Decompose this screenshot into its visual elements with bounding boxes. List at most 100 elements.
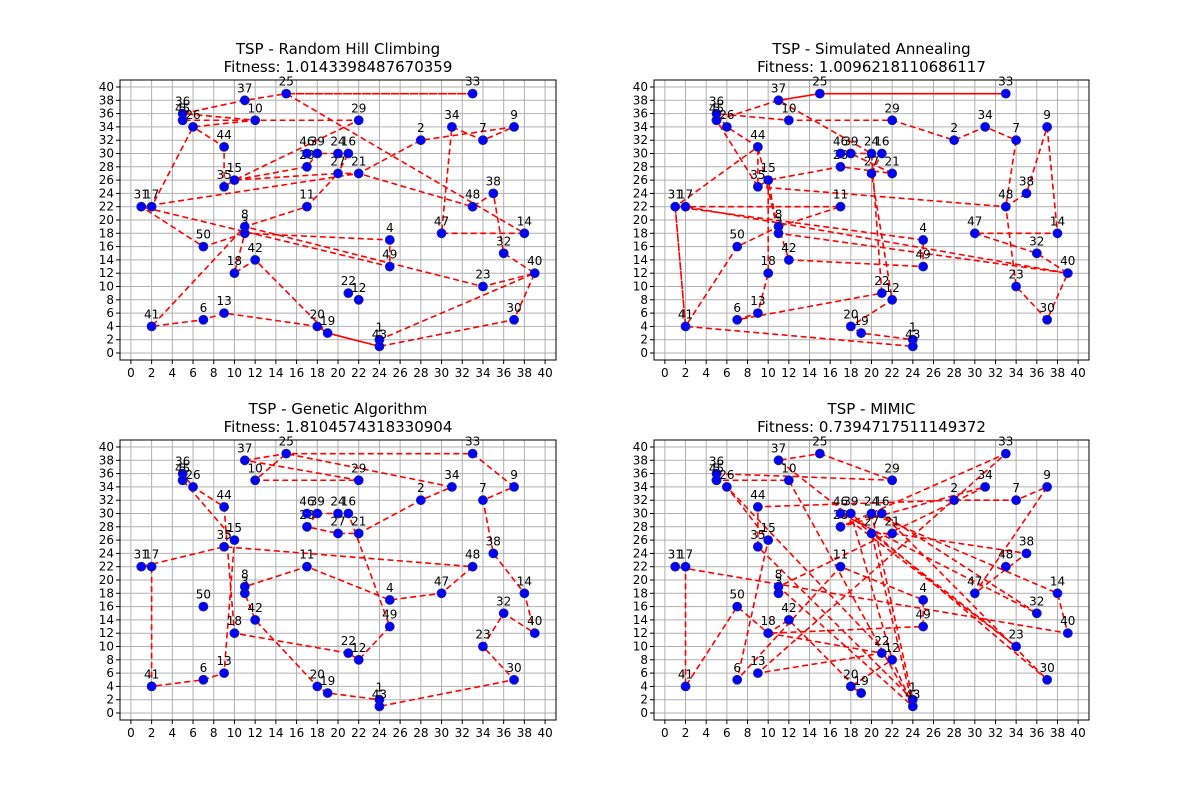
city-point-22 bbox=[876, 648, 887, 659]
city-label-10: 10 bbox=[781, 101, 796, 115]
city-point-14 bbox=[1052, 228, 1063, 239]
city-label-25: 25 bbox=[279, 75, 294, 89]
x-tick-label: 34 bbox=[1008, 366, 1023, 380]
city-label-5: 5 bbox=[179, 461, 187, 475]
city-label-31: 31 bbox=[134, 188, 149, 202]
city-point-30 bbox=[1042, 674, 1053, 685]
x-tick-label: 4 bbox=[168, 726, 176, 740]
x-tick-label: 6 bbox=[189, 366, 197, 380]
city-label-34: 34 bbox=[444, 108, 459, 122]
y-tick-label: 30 bbox=[633, 507, 648, 521]
city-point-25 bbox=[814, 88, 825, 99]
y-tick-label: 6 bbox=[106, 666, 114, 680]
city-point-8 bbox=[239, 581, 250, 592]
city-point-34 bbox=[447, 122, 457, 132]
city-label-2: 2 bbox=[417, 121, 425, 135]
city-label-19: 19 bbox=[854, 674, 869, 688]
x-tick-label: 12 bbox=[781, 726, 796, 740]
city-point-30 bbox=[509, 314, 519, 325]
city-point-26 bbox=[721, 481, 732, 492]
city-label-9: 9 bbox=[1043, 108, 1051, 122]
chart-title: TSP - Simulated Annealing bbox=[771, 40, 970, 58]
city-label-39: 39 bbox=[310, 495, 325, 509]
city-point-42 bbox=[250, 254, 261, 265]
city-label-45: 45 bbox=[175, 461, 190, 475]
city-label-49: 49 bbox=[382, 608, 397, 622]
city-label-10: 10 bbox=[248, 461, 263, 475]
city-label-5: 5 bbox=[179, 101, 187, 115]
city-label-46: 46 bbox=[833, 495, 848, 509]
city-point-8 bbox=[773, 581, 784, 592]
city-point-7 bbox=[478, 495, 488, 506]
city-point-11 bbox=[835, 561, 846, 572]
city-point-25 bbox=[814, 448, 825, 459]
city-point-24 bbox=[866, 148, 877, 159]
city-point-6 bbox=[732, 314, 743, 325]
y-tick-label: 18 bbox=[99, 226, 114, 240]
city-label-34: 34 bbox=[978, 468, 993, 482]
city-point-20 bbox=[845, 681, 856, 692]
city-point-18 bbox=[763, 628, 774, 639]
city-label-18: 18 bbox=[227, 254, 242, 268]
city-label-24: 24 bbox=[864, 495, 879, 509]
y-tick-label: 20 bbox=[99, 213, 114, 227]
city-point-16 bbox=[876, 508, 887, 519]
x-tick-label: 2 bbox=[148, 366, 156, 380]
city-point-38 bbox=[1021, 188, 1032, 199]
city-label-17: 17 bbox=[144, 188, 159, 202]
city-label-35: 35 bbox=[216, 168, 231, 182]
city-point-41 bbox=[680, 681, 691, 692]
city-point-48 bbox=[467, 561, 478, 572]
x-tick-label: 4 bbox=[702, 726, 710, 740]
y-tick-label: 16 bbox=[99, 600, 114, 614]
city-label-44: 44 bbox=[216, 488, 231, 502]
x-tick-label: 8 bbox=[210, 726, 218, 740]
city-label-47: 47 bbox=[434, 214, 449, 228]
city-label-21: 21 bbox=[885, 514, 900, 528]
city-point-49 bbox=[384, 261, 395, 272]
city-point-9 bbox=[1042, 481, 1053, 492]
city-point-21 bbox=[887, 528, 898, 539]
city-label-11: 11 bbox=[299, 548, 314, 562]
city-label-37: 37 bbox=[237, 81, 252, 95]
city-point-39 bbox=[312, 148, 323, 159]
city-point-29 bbox=[353, 475, 364, 486]
city-label-6: 6 bbox=[733, 661, 741, 675]
city-label-17: 17 bbox=[144, 548, 159, 562]
y-tick-label: 12 bbox=[99, 626, 114, 640]
city-point-2 bbox=[415, 135, 426, 146]
city-point-18 bbox=[229, 628, 240, 639]
city-point-35 bbox=[752, 181, 763, 192]
city-point-20 bbox=[845, 321, 856, 332]
y-tick-label: 20 bbox=[99, 573, 114, 587]
city-label-21: 21 bbox=[351, 154, 366, 168]
chart-subtitle: Fitness: 0.7394717511149372 bbox=[757, 418, 986, 436]
city-point-38 bbox=[1021, 548, 1032, 559]
city-point-23 bbox=[1011, 641, 1022, 652]
x-tick-label: 20 bbox=[864, 726, 879, 740]
city-label-39: 39 bbox=[843, 135, 858, 149]
city-point-16 bbox=[343, 508, 354, 519]
x-tick-label: 12 bbox=[248, 726, 263, 740]
city-point-38 bbox=[488, 188, 499, 199]
city-point-8 bbox=[773, 221, 784, 232]
city-label-40: 40 bbox=[1060, 614, 1075, 628]
y-tick-label: 26 bbox=[633, 533, 648, 547]
x-tick-label: 22 bbox=[885, 366, 900, 380]
x-tick-label: 40 bbox=[1070, 366, 1085, 380]
y-tick-label: 2 bbox=[106, 693, 114, 707]
city-label-29: 29 bbox=[885, 461, 900, 475]
x-tick-label: 28 bbox=[413, 726, 428, 740]
y-tick-label: 4 bbox=[640, 319, 648, 333]
city-label-2: 2 bbox=[950, 481, 958, 495]
city-point-19 bbox=[856, 328, 867, 338]
city-label-5: 5 bbox=[713, 101, 721, 115]
city-point-45 bbox=[711, 475, 722, 486]
city-point-13 bbox=[752, 308, 763, 319]
x-tick-label: 18 bbox=[310, 726, 325, 740]
city-label-16: 16 bbox=[341, 135, 356, 149]
city-label-45: 45 bbox=[709, 101, 724, 115]
city-point-9 bbox=[509, 481, 519, 492]
city-label-15: 15 bbox=[227, 161, 242, 175]
city-point-11 bbox=[302, 561, 312, 572]
